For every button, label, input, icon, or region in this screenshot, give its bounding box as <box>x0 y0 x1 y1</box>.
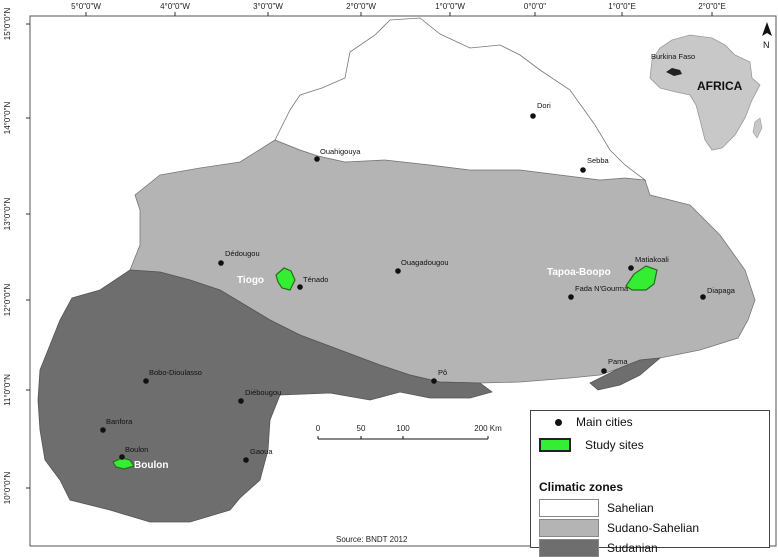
legend-main-cities-label: Main cities <box>576 415 633 429</box>
city-label: Gaoua <box>250 447 273 456</box>
city-dot <box>628 265 634 271</box>
africa-inset: Burkina Faso AFRICA <box>649 34 763 151</box>
legend-zone-sahelian: Sahelian <box>539 499 654 517</box>
city-dot <box>530 113 536 119</box>
site-label-tiogo: Tiogo <box>237 275 264 286</box>
scale-label: 0 <box>316 424 321 433</box>
site-label-tapoa-boopo: Tapoa-Boopo <box>547 267 611 278</box>
lon-label: 1°0"0"W <box>435 2 465 11</box>
city-label: Bobo-Dioulasso <box>149 368 202 377</box>
lat-label: 13°0"0"N <box>3 198 12 231</box>
city-label: Boulon <box>125 445 148 454</box>
study-site-tiogo <box>275 267 296 291</box>
burkina-inset-shape <box>666 68 682 76</box>
zone-sudanian-east <box>589 357 662 391</box>
city-label: Pô <box>438 368 447 377</box>
source-credit: Source: BNDT 2012 <box>336 535 408 544</box>
city-dot <box>119 454 125 460</box>
north-arrow-icon: N <box>762 22 772 50</box>
sudanian-swatch <box>539 539 599 557</box>
lon-label: 0°0"0" <box>524 2 546 11</box>
legend-climatic-zones-title: Climatic zones <box>539 480 624 494</box>
legend-main-cities: Main cities <box>539 415 633 429</box>
scale-label: 50 <box>357 424 366 433</box>
scale-bar: 0 50 100 200 Km <box>316 424 502 440</box>
city-label: Pama <box>608 357 628 366</box>
zone-sudanian <box>37 269 493 523</box>
city-dot <box>601 368 607 374</box>
city-dot-icon <box>555 418 562 426</box>
city-label: Ouagadougou <box>401 258 449 267</box>
lat-label: 12°0"0"N <box>3 284 12 317</box>
sudano-sahelian-swatch <box>539 519 599 537</box>
north-label: N <box>763 40 770 50</box>
lon-label: 1°0"0"E <box>608 2 636 11</box>
city-dot <box>395 268 401 274</box>
latitude-ticks: 15°0"0"N 14°0"0"N 13°0"0"N 12°0"0"N 11°0… <box>3 8 30 505</box>
city-label: Dori <box>537 101 551 110</box>
city-dot <box>580 167 586 173</box>
lat-label: 10°0"0"N <box>3 472 12 505</box>
lon-label: 2°0"0"W <box>346 2 376 11</box>
lon-label: 3°0"0"W <box>253 2 283 11</box>
legend-zone-label: Sahelian <box>607 501 654 515</box>
africa-shape <box>649 34 761 151</box>
city-label: Matiakoali <box>635 255 669 264</box>
longitude-ticks: 5°0"0"W 4°0"0"W 3°0"0"W 2°0"0"W 1°0"0"W … <box>71 2 726 16</box>
city-label: Dédougou <box>225 249 260 258</box>
study-site-swatch <box>539 438 571 452</box>
legend-zone-sudanian: Sudanian <box>539 539 658 557</box>
city-label: Ouahigouya <box>320 147 361 156</box>
city-label: Ténado <box>303 275 328 284</box>
lon-label: 4°0"0"W <box>160 2 190 11</box>
city-dot <box>218 260 224 266</box>
city-label: Diapaga <box>707 286 736 295</box>
madagascar-shape <box>752 117 763 139</box>
city-dot <box>314 156 320 162</box>
lon-label: 5°0"0"W <box>71 2 101 11</box>
inset-country-label: Burkina Faso <box>651 52 695 61</box>
scale-label: 200 Km <box>474 424 502 433</box>
city-label: Banfora <box>106 417 133 426</box>
city-label: Fada N'Gourma <box>575 284 629 293</box>
site-label-boulon: Boulon <box>134 460 168 471</box>
cities: Dori Ouahigouya Sebba Dédougou Ténado Ou… <box>100 101 736 463</box>
lat-label: 14°0"0"N <box>3 102 12 135</box>
map-frame <box>29 15 777 547</box>
city-dot <box>143 378 149 384</box>
zone-sahelian <box>274 17 647 181</box>
study-site-tapoa-boopo <box>625 265 658 291</box>
city-dot <box>568 294 574 300</box>
legend-zone-label: Sudanian <box>607 541 658 555</box>
city-dot <box>297 284 303 290</box>
legend-zone-sudano-sahelian: Sudano-Sahelian <box>539 519 699 537</box>
legend-study-sites-label: Study sites <box>585 438 644 452</box>
lon-label: 2°0"0"E <box>698 2 726 11</box>
sahelian-swatch <box>539 499 599 517</box>
inset-continent-label: AFRICA <box>697 79 743 93</box>
scale-label: 100 <box>396 424 410 433</box>
lat-label: 15°0"0"N <box>3 8 12 41</box>
city-label: Sebba <box>587 156 610 165</box>
city-dot <box>100 427 106 433</box>
city-dot <box>238 398 244 404</box>
legend-zone-label: Sudano-Sahelian <box>607 521 700 535</box>
city-dot <box>700 294 706 300</box>
legend-study-sites: Study sites <box>539 438 644 452</box>
city-dot <box>243 457 249 463</box>
city-label: Diébougou <box>245 388 281 397</box>
city-dot <box>431 378 437 384</box>
lat-label: 11°0"0"N <box>3 374 12 406</box>
legend: Main cities Study sites Climatic zones S… <box>530 410 770 557</box>
